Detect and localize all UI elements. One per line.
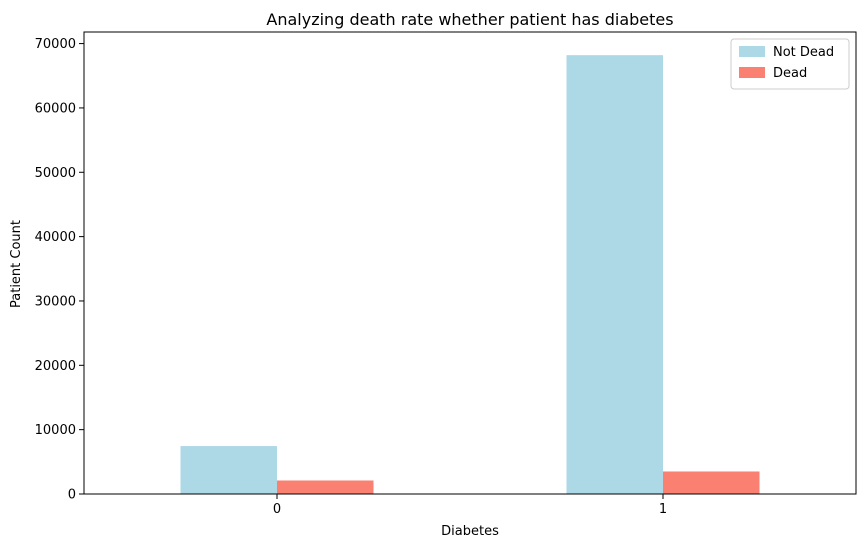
x-tick-label: 0 — [273, 502, 281, 517]
chart-title: Analyzing death rate whether patient has… — [266, 10, 673, 29]
legend-label-not-dead: Not Dead — [773, 45, 834, 60]
y-tick-label: 10000 — [35, 423, 76, 438]
y-tick-label: 70000 — [35, 37, 76, 52]
legend-label-dead: Dead — [773, 66, 807, 81]
y-tick-label: 60000 — [35, 101, 76, 116]
axes-frame — [83, 31, 857, 495]
y-axis-label: Patient Count — [9, 220, 24, 308]
x-tick-label: 1 — [659, 502, 667, 517]
y-tick-label: 20000 — [35, 359, 76, 374]
bar-dead-1 — [663, 471, 760, 494]
y-tick-label: 30000 — [35, 294, 76, 309]
y-tick-label: 50000 — [35, 166, 76, 181]
legend: Not Dead Dead — [730, 38, 850, 90]
bar-not-dead-1 — [566, 55, 663, 495]
y-tick-label: 0 — [68, 488, 76, 503]
bar-not-dead-0 — [180, 446, 277, 494]
legend-swatch-not-dead — [739, 46, 765, 57]
legend-swatch-dead — [739, 67, 765, 78]
x-axis-label: Diabetes — [441, 524, 499, 539]
y-axis: 0 10000 20000 30000 40000 50000 60000 70000 — [35, 37, 84, 503]
plot-area — [83, 31, 857, 495]
bar-dead-0 — [277, 480, 374, 494]
y-tick-label: 40000 — [35, 230, 76, 245]
